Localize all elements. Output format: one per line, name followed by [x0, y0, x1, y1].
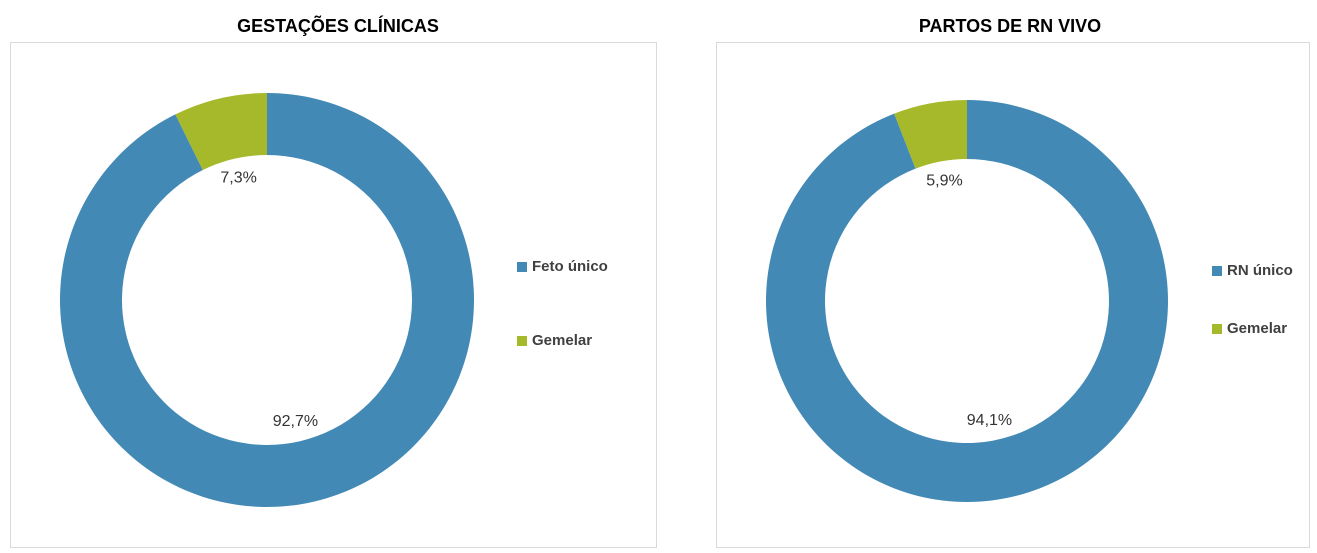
legend-label: Feto único	[532, 258, 608, 275]
data-label: 94,1%	[967, 412, 1012, 429]
legend-swatch	[1212, 324, 1222, 334]
legend-swatch	[517, 262, 527, 272]
data-label: 7,3%	[220, 169, 256, 186]
donut-slice	[59, 93, 475, 507]
legend-label: RN único	[1227, 262, 1293, 279]
data-label: 5,9%	[926, 172, 962, 189]
chart-title: GESTAÇÕES CLÍNICAS	[237, 15, 439, 36]
donut-slice	[894, 100, 967, 169]
legend-label: Gemelar	[532, 332, 592, 349]
chart-title: PARTOS DE RN VIVO	[919, 16, 1101, 36]
legend-swatch	[1212, 266, 1222, 276]
legend-swatch	[517, 336, 527, 346]
data-label: 92,7%	[273, 413, 318, 430]
donut-slice	[175, 93, 267, 170]
legend-label: Gemelar	[1227, 320, 1287, 337]
donut-slice	[765, 100, 1168, 502]
